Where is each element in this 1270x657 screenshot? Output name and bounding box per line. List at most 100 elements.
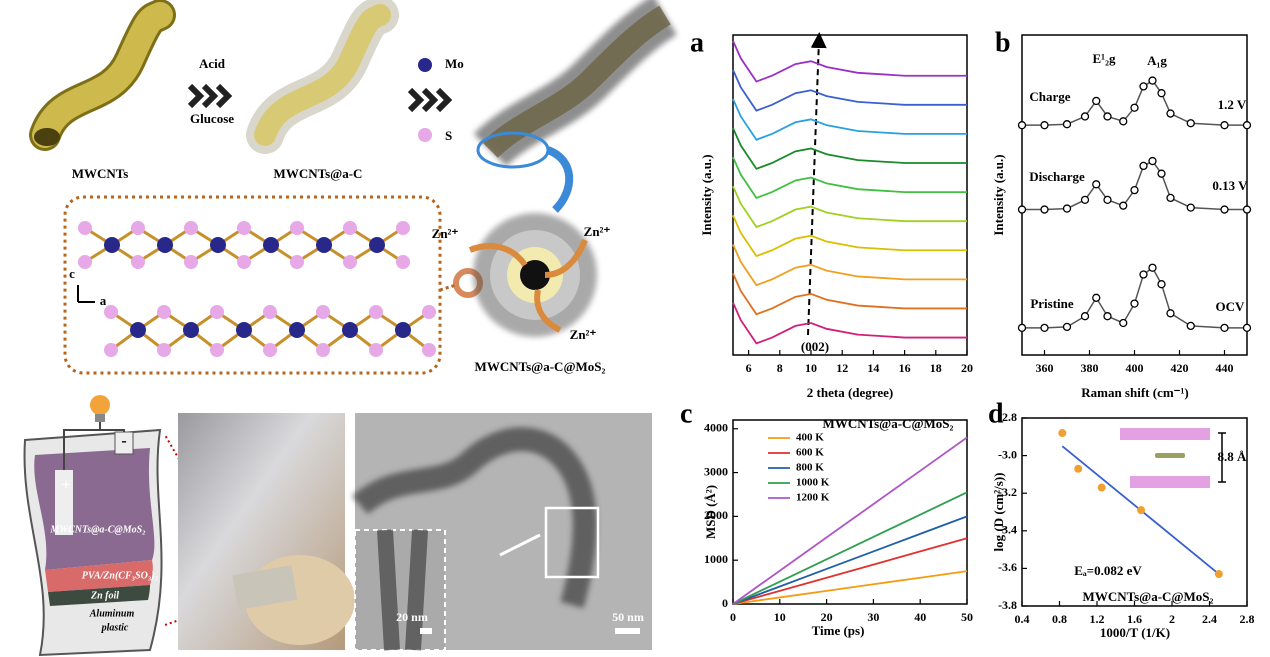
data-point (1062, 204, 1072, 213)
label: Aluminum (89, 608, 135, 619)
data-point (1139, 270, 1148, 279)
label: Zn foil (90, 590, 119, 601)
s-atom (418, 128, 432, 142)
data-point (1220, 205, 1229, 214)
s-atom (343, 221, 357, 235)
series-line (732, 302, 967, 345)
label: Acid (199, 56, 226, 71)
data-point (1186, 321, 1195, 331)
label: Glucose (190, 111, 234, 126)
x-tick-label: 2 (1169, 612, 1175, 626)
tube-mwcnts (29, 0, 176, 151)
data-point (1017, 121, 1027, 130)
data-point (1186, 203, 1195, 212)
panel-label: b (995, 27, 1011, 58)
annotation: 8.8 Å (1218, 449, 1248, 464)
chart-title: MWCNTs@a-C@MoS₂ (1083, 589, 1214, 604)
data-point (1220, 323, 1229, 332)
y-tick-label: -3.2 (998, 485, 1017, 499)
s-atom (369, 343, 383, 357)
data-point (1139, 161, 1148, 171)
data-point (1130, 299, 1139, 308)
s-atom (237, 255, 251, 269)
x-tick-label: 6 (746, 361, 752, 375)
annotation: 1.2 V (1218, 97, 1247, 112)
data-point (1040, 121, 1049, 130)
data-point (1058, 429, 1067, 438)
series-line (732, 537, 968, 605)
plot-frame (732, 34, 968, 356)
shift-arrow (807, 32, 827, 336)
s-atom (263, 343, 277, 357)
label: a (100, 293, 107, 308)
data-point (1242, 205, 1252, 214)
s-atom (237, 221, 251, 235)
x-axis-label: 1000/T (1/K) (1100, 625, 1170, 640)
chart-title: MWCNTs@a-C@MoS₂ (823, 416, 954, 431)
tem-image (352, 413, 652, 651)
label: MWCNTs@a-C (274, 166, 363, 181)
data-point (1103, 112, 1112, 121)
scale-label: 50 nm (612, 610, 644, 624)
x-axis-label: Raman shift (cm⁻¹) (1081, 385, 1189, 400)
y-axis-label: Intensity (a.u.) (991, 154, 1006, 235)
y-tick-label: -3.6 (998, 560, 1017, 574)
data-point (1017, 205, 1027, 214)
x-tick-label: 12 (836, 361, 848, 375)
s-atom (316, 305, 330, 319)
data-point (1080, 195, 1090, 204)
tube-coated (246, 0, 399, 154)
battery (23, 395, 163, 657)
x-tick-label: 360 (1036, 361, 1054, 375)
x-tick-label: 1.2 (1090, 612, 1105, 626)
mo-atom (316, 237, 332, 253)
x-axis-label: 2 theta (degree) (807, 385, 893, 400)
crystal (78, 221, 436, 357)
x-tick-label: 0.4 (1015, 612, 1030, 626)
data-point (1148, 156, 1157, 166)
mo-atom (289, 322, 305, 338)
y-tick-label: 4000 (704, 421, 728, 435)
annotation: A₁g (1147, 53, 1167, 68)
x-axis-label: Time (ps) (812, 623, 865, 638)
label: Zn²⁺ (584, 224, 611, 239)
series-line (732, 127, 967, 170)
mo-atom (369, 237, 385, 253)
mo-atom (418, 58, 432, 72)
x-tick-label: 420 (1171, 361, 1189, 375)
panel-label: c (680, 398, 692, 429)
scale-label: 20 nm (396, 610, 428, 624)
plot-frame (732, 419, 968, 605)
series-line (732, 40, 967, 83)
s-atom (343, 255, 357, 269)
x-tick-label: 16 (899, 361, 911, 375)
mo-atom (210, 237, 226, 253)
data-point (1040, 205, 1049, 214)
s-atom (104, 343, 118, 357)
data-point (1080, 312, 1090, 321)
x-tick-label: 40 (914, 610, 926, 624)
x-tick-label: 0.8 (1052, 612, 1067, 626)
s-atom (104, 305, 118, 319)
data-point (1139, 82, 1148, 91)
series-line (732, 69, 967, 112)
annotation: Discharge (1029, 169, 1085, 184)
data-point (1119, 201, 1128, 210)
data-point (1130, 186, 1139, 195)
s-atom (210, 305, 224, 319)
s-atom (422, 305, 436, 319)
mo-atom (263, 237, 279, 253)
chevrons (187, 83, 453, 113)
s-atom (290, 221, 304, 235)
axes-arrows (77, 285, 95, 303)
annotation: Pristine (1030, 296, 1074, 311)
legend-label: 1200 K (796, 492, 830, 504)
panel-label: d (988, 398, 1004, 429)
x-tick-label: 10 (805, 361, 817, 375)
legend-label: 400 K (796, 432, 824, 444)
data-point (1186, 119, 1195, 128)
data-point (1119, 318, 1128, 328)
mo-atom (183, 322, 199, 338)
x-tick-label: 2.8 (1240, 612, 1255, 626)
y-tick-label: -3.4 (998, 523, 1017, 537)
